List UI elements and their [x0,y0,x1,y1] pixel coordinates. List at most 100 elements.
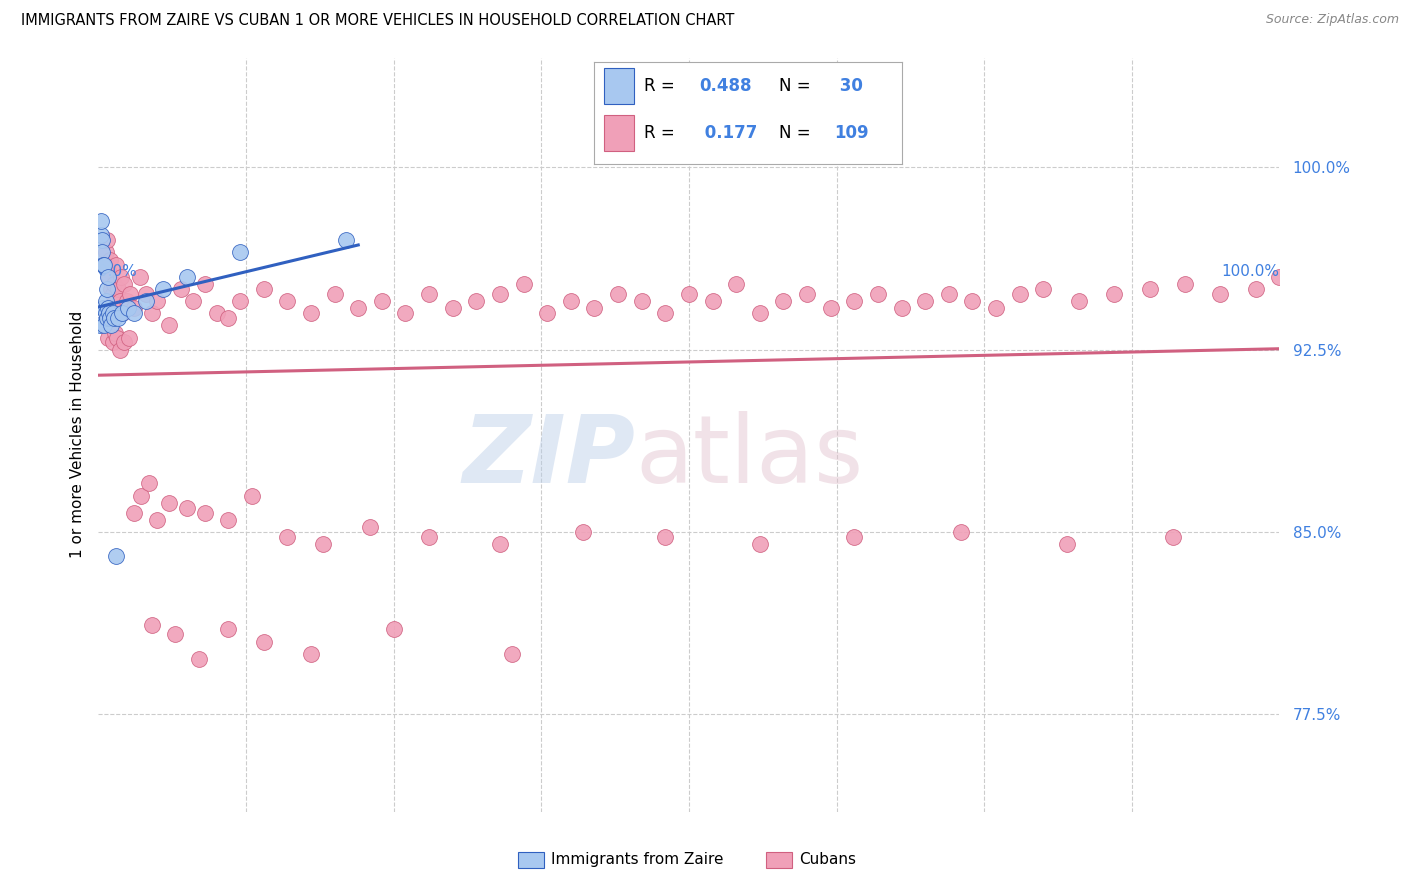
Text: atlas: atlas [636,411,865,503]
Point [108,343,131,357]
Point [105,301,128,316]
Point [938,286,960,301]
Point [1209,286,1232,301]
Point [914,294,936,309]
Point [796,286,818,301]
Point [141,617,163,632]
Point [135,286,157,301]
Point [93,258,115,272]
Point [129,489,152,503]
Point [112,335,135,350]
Point [441,301,464,316]
Point [205,306,228,320]
Text: IMMIGRANTS FROM ZAIRE VS CUBAN 1 OR MORE VEHICLES IN HOUSEHOLD CORRELATION CHART: IMMIGRANTS FROM ZAIRE VS CUBAN 1 OR MORE… [21,13,734,29]
Point [181,294,204,309]
Point [146,513,169,527]
Point [97,330,120,344]
Point [111,306,134,320]
Text: 100.0%: 100.0% [1222,264,1279,279]
Text: Immigrants from Zaire: Immigrants from Zaire [551,852,723,867]
Point [1161,530,1184,544]
Y-axis label: 1 or more Vehicles in Household: 1 or more Vehicles in Household [69,311,84,558]
Point [1032,282,1054,296]
Point [97,269,120,284]
Point [98,269,121,284]
Point [725,277,748,291]
Point [240,489,263,503]
Point [299,647,322,661]
Point [98,318,121,333]
Point [394,306,416,320]
Text: Source: ZipAtlas.com: Source: ZipAtlas.com [1265,13,1399,27]
Point [489,286,512,301]
Point [103,311,125,326]
Point [107,311,129,326]
Point [984,301,1007,316]
Point [111,306,134,320]
Point [347,301,370,316]
Point [229,245,252,260]
Point [112,277,135,291]
Point [312,537,335,551]
Point [371,294,394,309]
Point [105,258,128,272]
Point [105,330,128,344]
Point [571,525,593,540]
Point [101,306,124,320]
Point [91,301,114,316]
Bar [766,852,792,868]
Point [96,311,118,326]
Point [276,294,298,309]
Point [748,537,770,551]
Point [1008,286,1031,301]
Point [1067,294,1090,309]
Point [90,214,112,228]
Point [91,233,114,247]
Point [560,294,582,309]
Point [176,269,198,284]
Point [157,496,180,510]
Point [844,294,866,309]
Point [583,301,606,316]
Point [94,294,117,309]
Point [101,286,124,301]
Point [115,294,138,309]
Point [702,294,724,309]
Point [194,506,217,520]
Point [118,330,141,344]
Point [962,294,984,309]
Point [772,294,794,309]
Point [101,335,124,350]
Point [152,282,174,296]
Point [98,306,121,320]
Point [194,277,217,291]
Point [96,233,118,247]
Point [890,301,912,316]
Point [489,537,512,551]
Point [107,282,129,296]
Point [253,282,276,296]
Point [96,282,118,296]
Text: Cubans: Cubans [799,852,856,867]
Point [187,651,209,665]
Point [654,530,676,544]
Point [382,623,405,637]
Point [1139,282,1161,296]
Point [607,286,630,301]
Point [844,530,866,544]
Point [654,306,676,320]
Text: ZIP: ZIP [463,411,636,503]
Point [91,245,114,260]
Point [146,294,169,309]
Bar [517,852,544,868]
Point [110,269,132,284]
Point [299,306,322,320]
Point [108,294,131,309]
Point [94,245,117,260]
Point [157,318,180,333]
Point [630,294,652,309]
Point [165,627,187,641]
Point [94,306,117,320]
Point [512,277,534,291]
Point [93,258,115,272]
